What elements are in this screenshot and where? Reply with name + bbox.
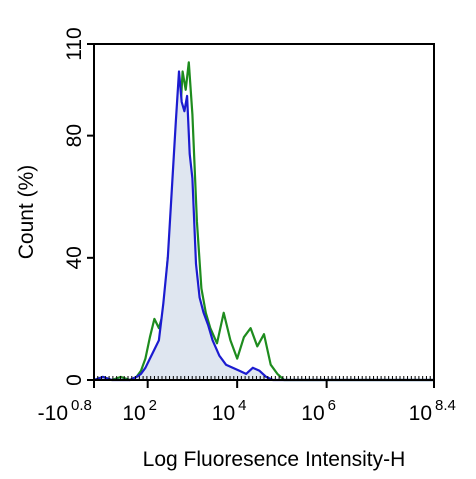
series-layer bbox=[93, 61, 434, 382]
minor-ticks bbox=[93, 376, 435, 380]
y-axis-title: Count (%) bbox=[15, 165, 38, 260]
x-tick-label: 10 bbox=[122, 402, 145, 425]
x-tick-label: 10 bbox=[301, 402, 324, 425]
series-1-fill bbox=[94, 71, 434, 380]
x-tick-exponent: 8.4 bbox=[435, 397, 456, 414]
x-tick-label: 10 bbox=[212, 402, 235, 425]
plot-frame bbox=[93, 43, 435, 381]
x-tick-exponent: 0.8 bbox=[71, 397, 92, 414]
x-axis-title: Log Fluoresence Intensity-H bbox=[143, 448, 406, 471]
x-tick-exponent: 6 bbox=[328, 397, 336, 414]
series-1-line bbox=[93, 70, 434, 382]
y-tick-label: 110 bbox=[63, 27, 86, 60]
x-axis: -10 0.8 10 2 10 4 10 6 10 8.4 bbox=[38, 380, 456, 425]
y-tick-label: 0 bbox=[63, 374, 86, 386]
y-tick-label: 80 bbox=[63, 124, 86, 147]
y-axis: 0 40 80 110 bbox=[63, 27, 94, 386]
x-tick-label: 10 bbox=[409, 402, 432, 425]
series-0-line bbox=[93, 61, 434, 382]
y-tick-label: 40 bbox=[63, 246, 86, 269]
x-tick-exponent: 2 bbox=[149, 397, 157, 414]
x-tick-label: -10 bbox=[38, 402, 68, 425]
x-tick-exponent: 4 bbox=[238, 397, 246, 414]
